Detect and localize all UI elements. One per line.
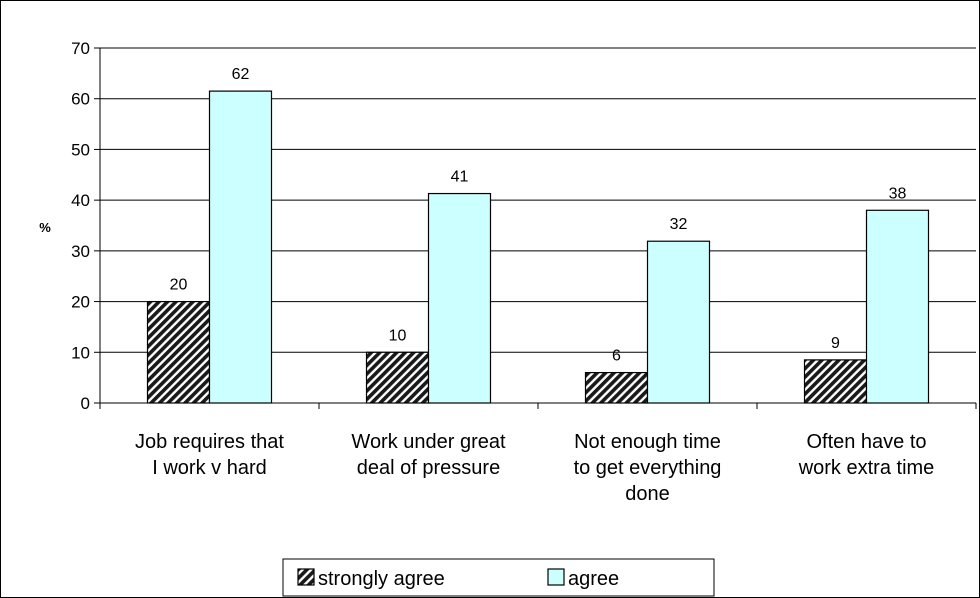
y-tick-label: 10 bbox=[71, 343, 90, 362]
bar-strongly-agree bbox=[803, 359, 868, 404]
data-label: 6 bbox=[612, 348, 621, 365]
data-label: 20 bbox=[170, 277, 188, 294]
data-label: 41 bbox=[451, 169, 469, 186]
y-tick-label: 40 bbox=[71, 191, 90, 210]
bar-agree bbox=[427, 192, 492, 404]
data-label: 10 bbox=[389, 327, 407, 344]
x-tick-label: Work under great deal of pressure bbox=[351, 431, 506, 479]
x-tick-label-line: I work v hard bbox=[152, 457, 266, 479]
legend-swatch-agree bbox=[547, 568, 565, 586]
legend-swatch-strongly-agree bbox=[297, 568, 315, 586]
bar-strongly-agree bbox=[584, 371, 649, 404]
legend-label: strongly agree bbox=[318, 568, 445, 590]
data-label: 38 bbox=[889, 185, 907, 202]
y-tick-label: 30 bbox=[71, 242, 90, 261]
x-tick-label-line: Work under great bbox=[351, 431, 506, 453]
y-tick-label: 20 bbox=[71, 293, 90, 312]
data-label: 62 bbox=[232, 66, 250, 83]
x-tick-label-line: Not enough time bbox=[574, 431, 721, 453]
y-tick-label: 50 bbox=[71, 140, 90, 159]
bar-strongly-agree bbox=[146, 300, 211, 404]
y-tick-label: 70 bbox=[71, 39, 90, 58]
x-tick-label: Job requires that I work v hard bbox=[135, 431, 284, 479]
x-tick-label-line: Often have to bbox=[806, 431, 926, 453]
bar-strongly-agree bbox=[365, 351, 430, 404]
bar-agree bbox=[865, 209, 930, 404]
data-label: 32 bbox=[670, 216, 688, 233]
y-tick-label: 60 bbox=[71, 90, 90, 109]
legend-box bbox=[282, 558, 715, 597]
bar-agree bbox=[208, 90, 273, 404]
x-tick-label-line: Job requires that bbox=[135, 431, 284, 453]
x-tick-label: Often have to work extra time bbox=[798, 431, 935, 479]
y-axis-title: % bbox=[39, 220, 51, 235]
y-tick-label: 0 bbox=[81, 394, 90, 413]
x-tick-label-line: work extra time bbox=[798, 457, 935, 479]
x-tick-label-line: done bbox=[625, 483, 670, 505]
legend-label: agree bbox=[568, 568, 619, 590]
x-tick-label: Not enough time to get everything done bbox=[574, 431, 722, 505]
x-tick-label-line: deal of pressure bbox=[357, 457, 500, 479]
bar-agree bbox=[646, 240, 711, 404]
data-label: 9 bbox=[831, 335, 840, 352]
x-tick-label-line: to get everything bbox=[574, 457, 722, 479]
